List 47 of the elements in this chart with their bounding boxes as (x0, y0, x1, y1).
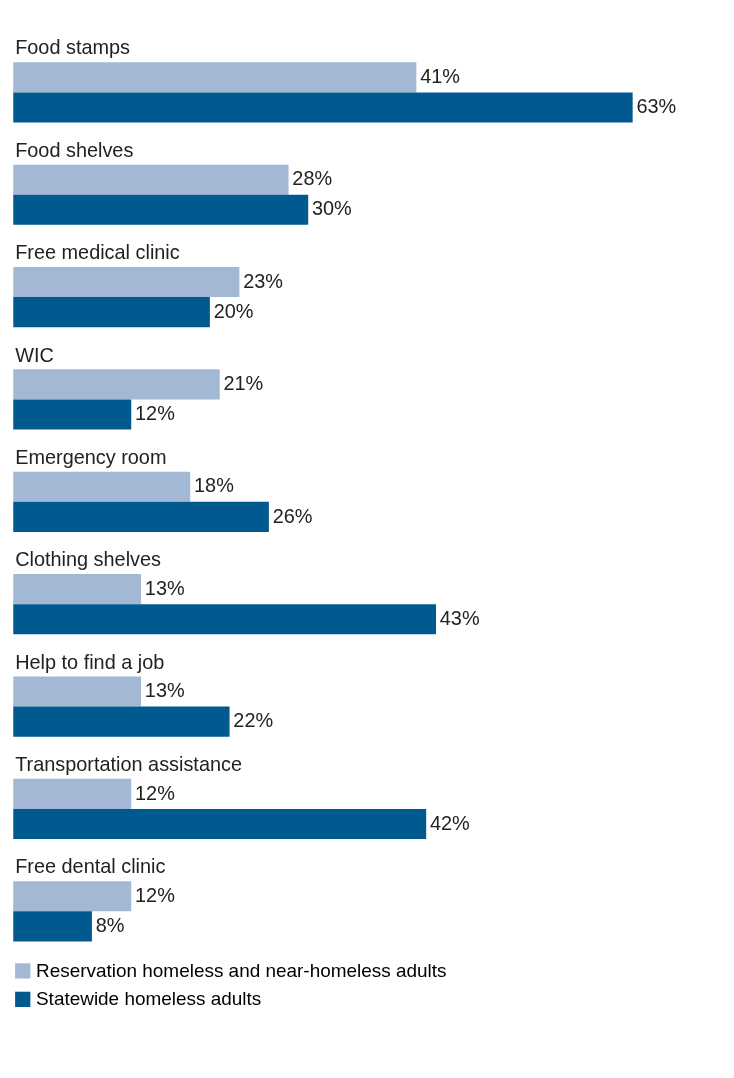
y-tick-label: WIC (15, 343, 54, 366)
bar (13, 501, 269, 532)
bar (13, 604, 437, 635)
bar (13, 267, 240, 298)
bar (13, 62, 417, 93)
y-tick-label: Clothing shelves (15, 548, 162, 571)
data-label: 13% (144, 679, 185, 702)
y-tick-label: Food shelves (15, 138, 134, 161)
bar (13, 369, 220, 400)
bar (13, 676, 142, 707)
bar (13, 881, 132, 912)
bar (13, 471, 191, 502)
bar (13, 706, 230, 737)
bar (13, 574, 142, 605)
legend-label: Reservation homeless and near-homeless adults (35, 959, 447, 981)
y-tick-label: Food stamps (15, 36, 131, 59)
data-label: 41% (420, 65, 460, 88)
bar (13, 92, 633, 123)
data-label: 22% (233, 709, 274, 732)
bar (13, 194, 309, 225)
y-tick-label: Free medical clinic (15, 241, 180, 264)
bar (13, 778, 132, 809)
bar (13, 297, 210, 328)
data-label: 12% (135, 781, 175, 804)
data-label: 26% (272, 504, 313, 527)
data-label: 12% (135, 402, 175, 425)
data-label: 12% (135, 883, 175, 906)
data-label: 13% (144, 576, 185, 599)
data-label: 43% (439, 606, 480, 629)
data-label: 30% (312, 197, 352, 220)
y-tick-label: Free dental clinic (15, 855, 166, 878)
y-tick-label: Help to find a job (15, 650, 165, 673)
data-label: 63% (636, 95, 677, 118)
y-tick-label: Transportation assistance (15, 752, 242, 775)
y-tick-label: Emergency room (15, 445, 167, 468)
data-label: 42% (429, 811, 470, 834)
bar (13, 164, 289, 195)
bar (13, 911, 92, 942)
data-label: 21% (223, 372, 264, 395)
data-label: 8% (95, 914, 125, 937)
legend-label: Statewide homeless adults (35, 988, 262, 1010)
data-label: 18% (194, 474, 234, 497)
data-label: 28% (292, 167, 333, 190)
data-label: 23% (243, 269, 283, 292)
bar (13, 399, 132, 430)
bar (13, 808, 427, 840)
data-label: 20% (213, 299, 254, 322)
